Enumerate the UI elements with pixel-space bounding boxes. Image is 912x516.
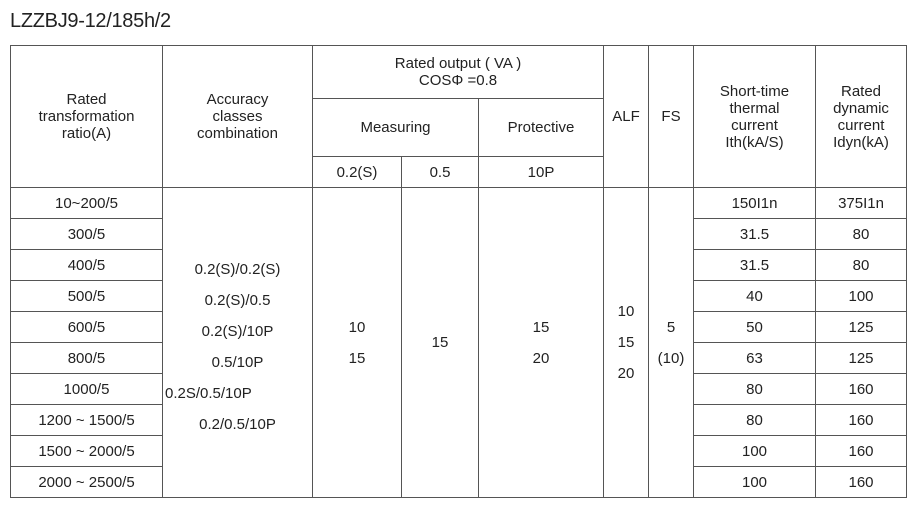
- header-thermal: Short-time thermal current Ith(kA/S): [693, 45, 817, 188]
- ratio-cell: 800/5: [10, 342, 163, 374]
- header-m1: 0.2(S): [312, 156, 402, 188]
- header-fs: FS: [648, 45, 695, 188]
- idyn-cell: 160: [815, 373, 908, 405]
- measuring-05-values: 15: [401, 187, 479, 498]
- ith-cell: 80: [693, 373, 817, 405]
- ratio-cell: 10~200/5: [10, 187, 163, 219]
- idyn-cell: 160: [815, 466, 908, 498]
- table-row: 500/5 40 100: [10, 280, 908, 312]
- alf-values: 10 15 20: [603, 187, 650, 498]
- ratio-cell: 400/5: [10, 249, 163, 281]
- header-measuring: Measuring: [312, 98, 479, 157]
- ith-cell: 100: [693, 435, 817, 467]
- table-row: 2000 ~ 2500/5 100 160: [10, 466, 908, 498]
- header-p1: 10P: [477, 156, 605, 188]
- header-accuracy: Accuracy classes combination: [162, 45, 313, 188]
- protective-values: 15 20: [477, 187, 605, 498]
- header-alf: ALF: [603, 45, 650, 188]
- ratio-cell: 2000 ~ 2500/5: [10, 466, 163, 498]
- ith-cell: 80: [693, 404, 817, 436]
- fs-values: 5 (10): [648, 187, 695, 498]
- table-row: 1500 ~ 2000/5 100 160: [10, 435, 908, 467]
- ratio-cell: 600/5: [10, 311, 163, 343]
- ith-cell: 50: [693, 311, 817, 343]
- header-ratio: Rated transformation ratio(A): [10, 45, 163, 188]
- idyn-cell: 100: [815, 280, 908, 312]
- idyn-cell: 375I1n: [815, 187, 908, 219]
- ith-cell: 31.5: [693, 218, 817, 250]
- table-row: 300/5 31.5 80: [10, 218, 908, 250]
- accuracy-combinations: 0.2(S)/0.2(S) 0.2(S)/0.5 0.2(S)/10P 0.5/10P…: [162, 187, 313, 498]
- spec-table: Rated transformation ratio(A) Accuracy clas…: [10, 45, 908, 498]
- document-title: LZZBJ9-12/185h/2: [10, 10, 171, 32]
- ratio-cell: 1000/5: [10, 373, 163, 405]
- ith-cell: 40: [693, 280, 817, 312]
- ratio-cell: 300/5: [10, 218, 163, 250]
- ratio-cell: 500/5: [10, 280, 163, 312]
- header-m2: 0.5: [401, 156, 479, 188]
- table-row: 800/5 63 125: [10, 342, 908, 374]
- ith-cell: 31.5: [693, 249, 817, 281]
- ith-cell: 150I1n: [693, 187, 817, 219]
- idyn-cell: 160: [815, 404, 908, 436]
- ratio-cell: 1200 ~ 1500/5: [10, 404, 163, 436]
- idyn-cell: 125: [815, 311, 908, 343]
- idyn-cell: 160: [815, 435, 908, 467]
- header-protective: Protective: [477, 98, 605, 157]
- idyn-cell: 80: [815, 218, 908, 250]
- ith-cell: 100: [693, 466, 817, 498]
- header-rated-output: Rated output ( VA ) COSΦ =0.8: [311, 45, 605, 99]
- measuring-02s-values: 10 15: [312, 187, 402, 498]
- idyn-cell: 125: [815, 342, 908, 374]
- header-dynamic: Rated dynamic current Idyn(kA): [815, 45, 908, 188]
- idyn-cell: 80: [815, 249, 908, 281]
- table-row: 600/5 50 125: [10, 311, 908, 343]
- ith-cell: 63: [693, 342, 817, 374]
- ratio-cell: 1500 ~ 2000/5: [10, 435, 163, 467]
- table-row: 1200 ~ 1500/5 80 160: [10, 404, 908, 436]
- table-row: 1000/5 80 160: [10, 373, 908, 405]
- table-row: 400/5 31.5 80: [10, 249, 908, 281]
